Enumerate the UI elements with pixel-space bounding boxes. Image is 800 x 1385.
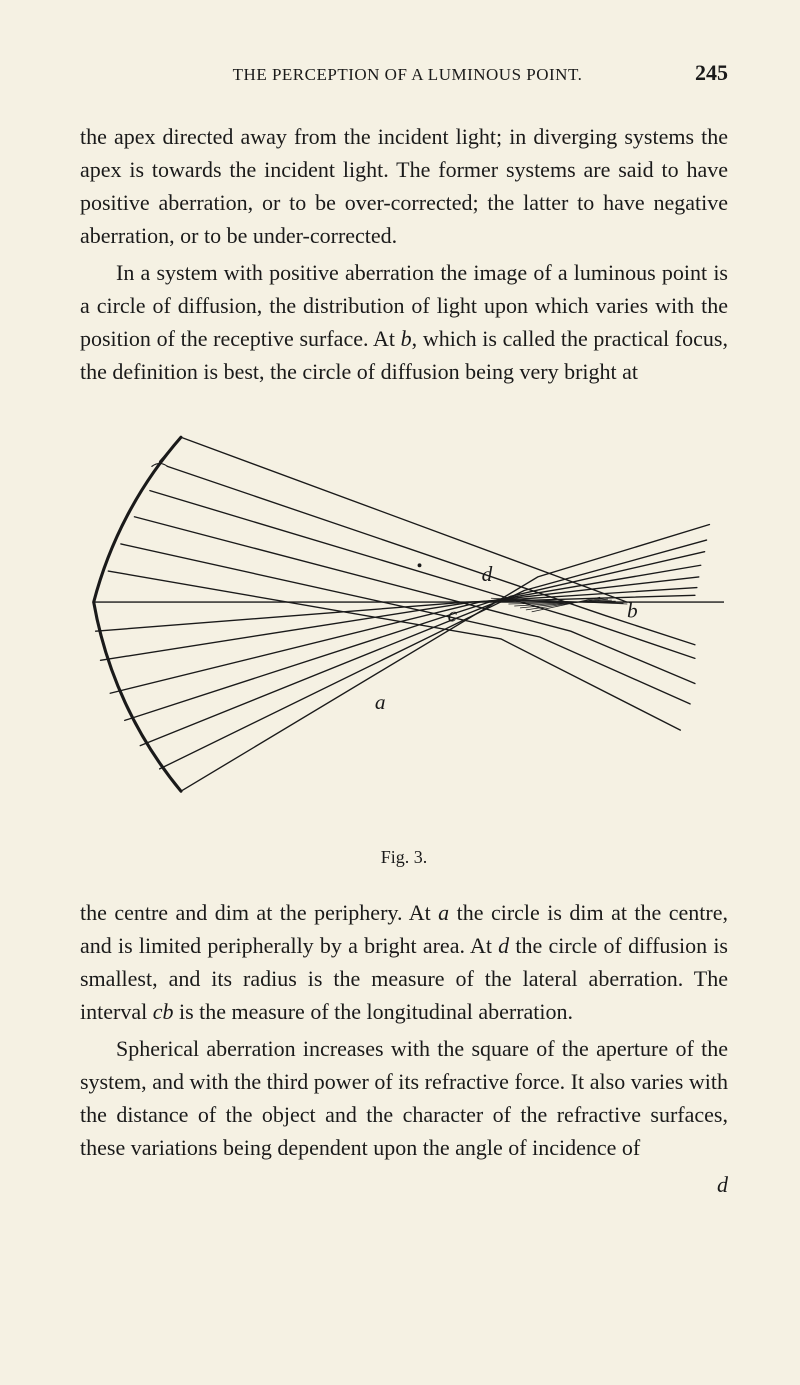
figure-3-svg: a b cd xyxy=(84,408,724,835)
footer-signature: d xyxy=(80,1168,728,1201)
page: THE PERCEPTION OF A LUMINOUS POINT. 245 … xyxy=(0,0,800,1385)
paragraph-2: In a system with positive aberration the… xyxy=(80,256,728,388)
paragraph-3: the centre and dim at the periphery. At … xyxy=(80,896,728,1028)
p3-4: is the measure of the longitudinal aberr… xyxy=(173,999,573,1024)
figure-caption: Fig. 3. xyxy=(80,847,728,868)
figure-3: a b cd Fig. 3. xyxy=(80,408,728,868)
svg-text:a: a xyxy=(375,690,386,714)
svg-text:c: c xyxy=(448,603,458,627)
p2-b: b xyxy=(401,326,412,351)
page-header: THE PERCEPTION OF A LUMINOUS POINT. 245 xyxy=(80,60,728,86)
page-number: 245 xyxy=(695,60,728,86)
footer-d: d xyxy=(717,1172,728,1197)
body-text: the apex directed away from the incident… xyxy=(80,120,728,388)
p3-cb: cb xyxy=(153,999,174,1024)
running-title: THE PERCEPTION OF A LUMINOUS POINT. xyxy=(120,65,695,85)
svg-text:d: d xyxy=(482,562,493,586)
svg-text:b: b xyxy=(627,599,638,623)
body-text-lower: the centre and dim at the periphery. At … xyxy=(80,896,728,1201)
paragraph-1: the apex directed away from the incident… xyxy=(80,120,728,252)
p3-1: the centre and dim at the periphery. At xyxy=(80,900,438,925)
p3-a: a xyxy=(438,900,449,925)
paragraph-4: Spherical aberration increases with the … xyxy=(80,1032,728,1164)
p3-d: d xyxy=(498,933,509,958)
